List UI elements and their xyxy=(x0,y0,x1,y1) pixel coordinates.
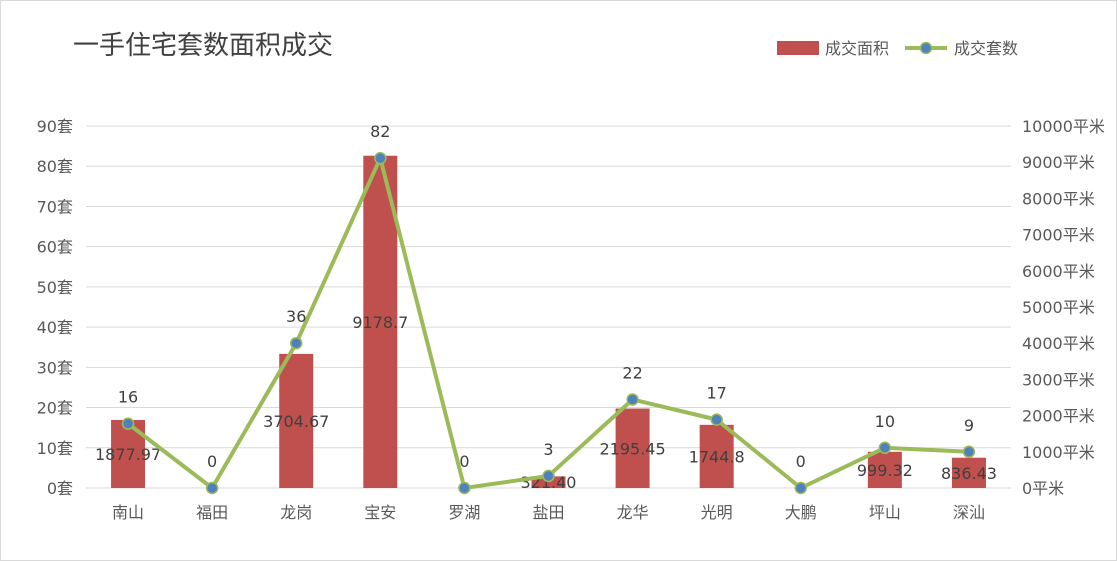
y-left-tick-label: 90套 xyxy=(37,117,73,136)
y-right-tick-label: 1000平米 xyxy=(1022,443,1095,462)
y-left-tick-label: 30套 xyxy=(37,358,73,377)
bar-data-label: 1744.8 xyxy=(689,447,745,466)
line-data-label: 3 xyxy=(543,440,553,459)
y-left-tick-label: 10套 xyxy=(37,439,73,458)
y-right-tick-label: 8000平米 xyxy=(1022,189,1095,208)
bar xyxy=(867,451,902,488)
chart-title: 一手住宅套数面积成交 xyxy=(73,31,333,61)
y-right-tick-label: 5000平米 xyxy=(1022,298,1095,317)
x-tick-label: 福田 xyxy=(196,503,228,522)
x-tick-label: 光明 xyxy=(701,503,733,522)
y-right-tick-label: 9000平米 xyxy=(1022,153,1095,172)
bar xyxy=(615,408,650,488)
line-marker xyxy=(962,445,976,459)
y-right-tick-label: 10000平米 xyxy=(1022,117,1105,136)
y-right-tick-label: 3000平米 xyxy=(1022,370,1095,389)
y-right-tick-label: 6000平米 xyxy=(1022,262,1095,281)
line-marker xyxy=(878,441,892,455)
line-marker xyxy=(710,413,723,426)
y-left-tick-label: 0套 xyxy=(47,479,73,498)
x-tick-label: 坪山 xyxy=(869,503,901,522)
y-right-tick-label: 7000平米 xyxy=(1022,226,1095,245)
y-left-tick-label: 50套 xyxy=(37,278,73,297)
line-data-label: 36 xyxy=(286,307,306,326)
line-data-label: 22 xyxy=(622,364,642,383)
x-tick-label: 罗湖 xyxy=(448,503,480,522)
y-left-tick-label: 20套 xyxy=(37,399,73,418)
legend-bar-swatch xyxy=(777,41,819,55)
line-marker xyxy=(289,336,303,350)
line-data-label: 17 xyxy=(707,384,727,403)
bar-data-label: 2195.45 xyxy=(600,439,666,458)
bar-data-label: 3704.67 xyxy=(263,412,329,431)
x-tick-label: 南山 xyxy=(112,503,144,522)
x-tick-label: 宝安 xyxy=(364,503,396,522)
y-left-tick-label: 80套 xyxy=(37,157,73,176)
line-marker xyxy=(794,481,808,495)
bar xyxy=(699,424,734,488)
bar xyxy=(279,353,314,488)
series-line xyxy=(126,156,970,490)
line-marker xyxy=(205,481,219,495)
line-data-label: 0 xyxy=(207,452,217,471)
line-data-label: 16 xyxy=(118,388,138,407)
x-tick-label: 龙华 xyxy=(617,503,649,522)
bar xyxy=(951,457,986,488)
legend-bar-label: 成交面积 xyxy=(825,39,889,58)
line-data-label: 10 xyxy=(875,412,895,431)
y-right-tick-label: 4000平米 xyxy=(1022,334,1095,353)
bar-data-label: 836.43 xyxy=(941,464,997,483)
x-tick-label: 龙岗 xyxy=(280,503,312,522)
x-tick-label: 深汕 xyxy=(953,503,985,522)
line-data-label: 0 xyxy=(459,452,469,471)
line-data-label: 82 xyxy=(370,122,390,141)
bar xyxy=(363,155,398,488)
bar-data-label: 1877.97 xyxy=(95,445,161,464)
y-right-tick-label: 0平米 xyxy=(1022,479,1064,498)
line-marker xyxy=(374,151,387,165)
line-data-label: 9 xyxy=(964,416,974,435)
x-tick-label: 大鹏 xyxy=(785,503,817,522)
y-right-tick-label: 2000平米 xyxy=(1022,407,1095,426)
line-marker xyxy=(458,481,471,495)
legend-line-label: 成交套数 xyxy=(954,39,1018,58)
line-data-label: 0 xyxy=(796,452,806,471)
line-marker xyxy=(121,417,135,430)
bar-data-label: 9178.7 xyxy=(352,313,408,332)
bar-data-label: 999.32 xyxy=(857,461,913,480)
y-left-tick-label: 70套 xyxy=(37,197,73,216)
legend-line-marker xyxy=(919,41,933,55)
y-left-tick-label: 40套 xyxy=(37,318,73,337)
line-marker xyxy=(626,393,639,406)
x-tick-label: 盐田 xyxy=(532,503,564,522)
y-left-tick-label: 60套 xyxy=(37,238,73,257)
line-marker xyxy=(542,469,555,483)
